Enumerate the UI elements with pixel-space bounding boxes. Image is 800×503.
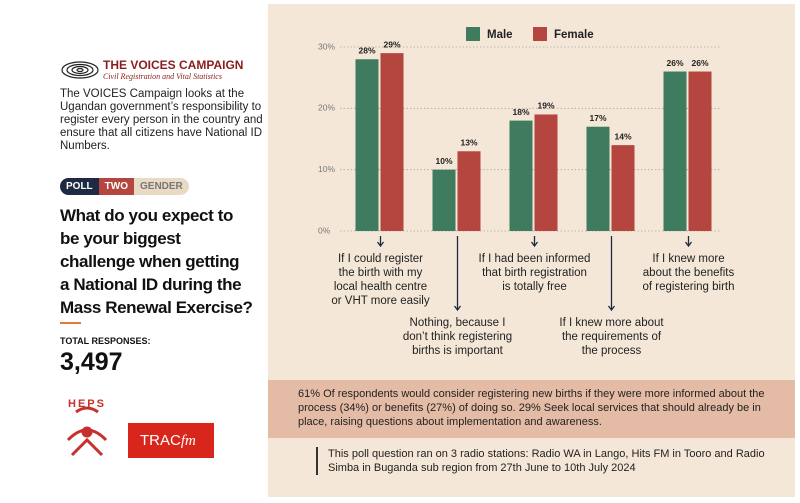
y-tick-label: 20%: [318, 103, 335, 113]
heps-logo-text: HEPS: [68, 398, 106, 410]
value-label: 28%: [358, 46, 375, 56]
bar: [355, 59, 379, 232]
connector-arrow: [530, 241, 539, 248]
connector-arrow: [684, 241, 693, 248]
total-label: TOTAL RESPONSES:: [60, 336, 151, 346]
connector-arrow: [376, 241, 385, 248]
trac-logo-text: TRACfm: [140, 432, 196, 450]
value-label: 18%: [512, 107, 529, 117]
bar: [611, 145, 635, 231]
bar: [586, 126, 610, 231]
value-label: 14%: [614, 131, 631, 141]
summary: 61% Of respondents would consider regist…: [298, 388, 765, 428]
value-label: 17%: [589, 113, 606, 123]
bar: [457, 151, 481, 231]
trac-logo-box: [128, 423, 214, 458]
bar: [509, 120, 533, 231]
trac-text: TRAC: [140, 432, 181, 449]
category-label: If I had been informed that birth regist…: [478, 253, 591, 293]
campaign-subtitle: Civil Registration and Vital Statistics: [103, 72, 222, 81]
question: What do you expect to be your biggest ch…: [60, 206, 253, 317]
y-tick-label: 0%: [318, 225, 331, 235]
legend-swatch: [533, 27, 547, 41]
category-label: If I knew more about the requirements of…: [559, 317, 664, 357]
summary-box: [268, 380, 795, 438]
y-tick-label: 30%: [318, 41, 335, 51]
legend-label: Male: [487, 29, 513, 41]
connector-arrow: [607, 305, 616, 312]
value-label: 19%: [537, 101, 554, 111]
fingerprint-icon: [61, 61, 99, 79]
note: This poll question ran on 3 radio statio…: [316, 447, 768, 475]
bar: [432, 169, 456, 231]
poll-tag: POLL: [60, 178, 99, 195]
fm-text: fm: [180, 433, 196, 449]
bar: [380, 53, 404, 232]
campaign-name: THE VOICES CAMPAIGN: [103, 58, 244, 72]
poll-tag: GENDER: [134, 178, 189, 195]
heps-logo: [66, 406, 108, 457]
value-label: 29%: [383, 39, 400, 49]
legend-swatch: [466, 27, 480, 41]
bar: [688, 71, 712, 232]
value-label: 26%: [691, 58, 708, 68]
total-value: 3,497: [60, 348, 123, 376]
bar: [663, 71, 687, 232]
y-tick-label: 10%: [318, 164, 335, 174]
connector-arrow: [453, 305, 462, 312]
category-label: If I knew more about the benefits of reg…: [642, 253, 735, 293]
poll-tag: TWO: [98, 178, 134, 195]
category-label: If I could register the birth with my lo…: [331, 253, 430, 307]
category-label: Nothing, because I don’t think registeri…: [402, 317, 513, 357]
poll-tags: POLL TWO GENDER: [60, 176, 189, 195]
value-label: 13%: [460, 138, 477, 148]
description: The VOICES Campaign looks at the Ugandan…: [60, 88, 263, 152]
bar: [534, 114, 558, 231]
value-label: 26%: [666, 58, 683, 68]
legend-label: Female: [554, 29, 594, 41]
value-label: 10%: [435, 156, 452, 166]
